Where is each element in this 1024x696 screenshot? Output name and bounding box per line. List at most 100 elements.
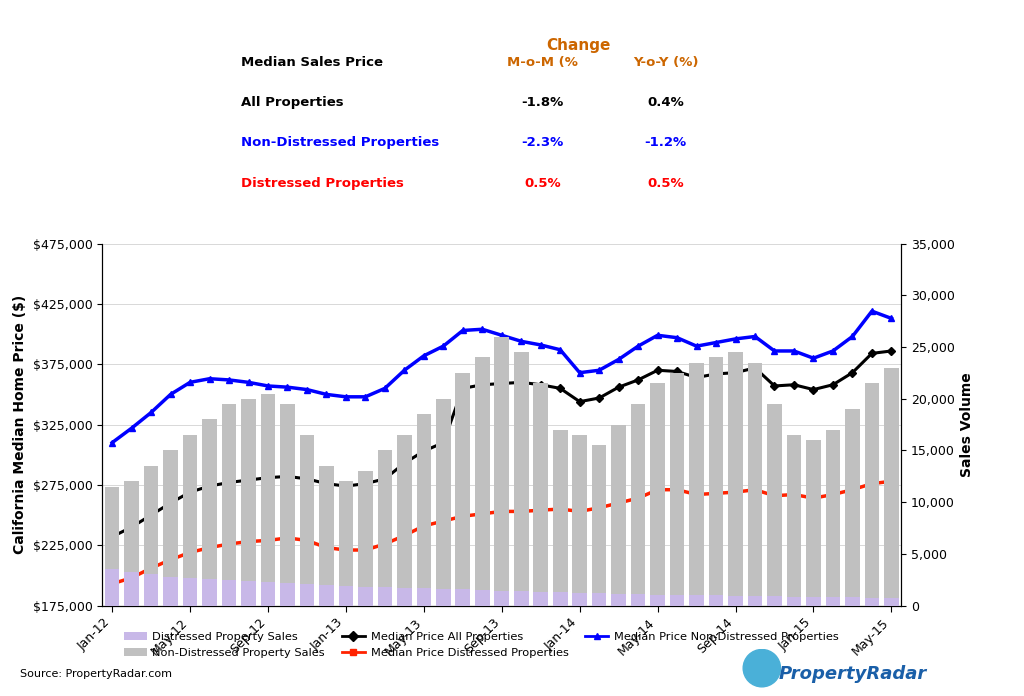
Bar bbox=[748, 596, 762, 606]
Median Price All Properties bbox=[340, 482, 352, 490]
Median Price Distressed Properties bbox=[379, 540, 391, 548]
Bar bbox=[689, 363, 703, 606]
Bar bbox=[300, 584, 314, 606]
Median Price Non-Distressed Properties bbox=[573, 368, 586, 377]
Median Price Non-Distressed Properties bbox=[749, 332, 761, 340]
Median Price All Properties bbox=[787, 381, 800, 389]
Median Price All Properties bbox=[418, 447, 430, 455]
Median Price Distressed Properties bbox=[457, 512, 469, 521]
Median Price Distressed Properties bbox=[515, 507, 527, 516]
Text: 0.5%: 0.5% bbox=[647, 177, 684, 190]
Median Price Distressed Properties bbox=[807, 494, 819, 503]
Median Price All Properties bbox=[457, 384, 469, 393]
Bar bbox=[806, 597, 821, 606]
Median Price Non-Distressed Properties bbox=[301, 386, 313, 394]
Bar bbox=[650, 594, 665, 606]
Bar bbox=[475, 357, 489, 606]
Bar bbox=[436, 399, 451, 606]
Median Price All Properties bbox=[243, 476, 255, 484]
Bar bbox=[728, 352, 742, 606]
Median Price Distressed Properties bbox=[593, 504, 605, 512]
Bar bbox=[203, 420, 217, 606]
Bar bbox=[767, 404, 781, 606]
Bar bbox=[242, 399, 256, 606]
Bar bbox=[163, 450, 178, 606]
Text: -2.3%: -2.3% bbox=[521, 136, 564, 150]
Median Price Non-Distressed Properties bbox=[729, 335, 741, 343]
Median Price Distressed Properties bbox=[865, 480, 878, 488]
Text: Non-Distressed Properties: Non-Distressed Properties bbox=[241, 136, 439, 150]
Median Price Distressed Properties bbox=[340, 546, 352, 554]
Text: 0.5%: 0.5% bbox=[524, 177, 561, 190]
Median Price Distressed Properties bbox=[729, 488, 741, 496]
Median Price All Properties bbox=[846, 368, 858, 377]
Median Price Distressed Properties bbox=[632, 494, 644, 503]
Median Price All Properties bbox=[398, 459, 411, 467]
Bar bbox=[124, 482, 139, 606]
Bar bbox=[319, 466, 334, 606]
Median Price Non-Distressed Properties bbox=[223, 376, 236, 384]
Bar bbox=[358, 471, 373, 606]
Bar bbox=[845, 597, 860, 606]
Median Price All Properties bbox=[749, 364, 761, 372]
Median Price All Properties bbox=[554, 384, 566, 393]
Median Price All Properties bbox=[651, 366, 664, 374]
Median Price All Properties bbox=[671, 367, 683, 376]
Bar bbox=[631, 404, 645, 606]
Bar bbox=[417, 588, 431, 606]
Median Price Distressed Properties bbox=[476, 509, 488, 518]
Median Price All Properties bbox=[223, 478, 236, 487]
Line: Median Price Distressed Properties: Median Price Distressed Properties bbox=[109, 478, 895, 587]
Bar bbox=[767, 596, 781, 606]
Median Price Non-Distressed Properties bbox=[787, 347, 800, 355]
Bar bbox=[884, 598, 899, 606]
Text: M-o-M (%: M-o-M (% bbox=[507, 56, 579, 69]
Median Price Distressed Properties bbox=[145, 564, 158, 572]
Median Price Non-Distressed Properties bbox=[632, 342, 644, 350]
Bar bbox=[281, 404, 295, 606]
Text: Median Sales Price: Median Sales Price bbox=[241, 56, 383, 69]
Median Price All Properties bbox=[710, 370, 722, 378]
Median Price Non-Distressed Properties bbox=[710, 338, 722, 347]
Median Price Non-Distressed Properties bbox=[145, 409, 158, 417]
Median Price Non-Distressed Properties bbox=[340, 393, 352, 401]
Median Price Distressed Properties bbox=[165, 555, 177, 564]
Median Price All Properties bbox=[496, 379, 508, 388]
Bar bbox=[222, 404, 237, 606]
Median Price Non-Distressed Properties bbox=[846, 332, 858, 340]
Median Price All Properties bbox=[106, 532, 119, 541]
Bar bbox=[261, 582, 275, 606]
Line: Median Price Non-Distressed Properties: Median Price Non-Distressed Properties bbox=[109, 308, 895, 446]
Bar bbox=[670, 373, 684, 606]
Bar bbox=[631, 594, 645, 606]
Median Price All Properties bbox=[321, 480, 333, 488]
Bar bbox=[339, 586, 353, 606]
Bar bbox=[845, 409, 860, 606]
Median Price Non-Distressed Properties bbox=[359, 393, 372, 401]
Median Price All Properties bbox=[476, 381, 488, 389]
Median Price Distressed Properties bbox=[204, 544, 216, 552]
Bar bbox=[358, 587, 373, 606]
Bar bbox=[143, 574, 159, 606]
Median Price All Properties bbox=[612, 383, 625, 391]
Bar bbox=[884, 367, 899, 606]
Median Price Distressed Properties bbox=[885, 477, 897, 485]
Median Price Distressed Properties bbox=[321, 544, 333, 552]
Bar bbox=[495, 590, 509, 606]
Bar bbox=[378, 587, 392, 606]
Median Price All Properties bbox=[262, 473, 274, 482]
Median Price Non-Distressed Properties bbox=[593, 366, 605, 374]
Median Price Distressed Properties bbox=[846, 486, 858, 494]
Median Price Distressed Properties bbox=[223, 540, 236, 548]
Bar bbox=[436, 589, 451, 606]
Bar bbox=[786, 596, 802, 606]
Median Price All Properties bbox=[437, 438, 450, 447]
Median Price Non-Distressed Properties bbox=[418, 351, 430, 360]
Median Price All Properties bbox=[826, 381, 839, 389]
Median Price All Properties bbox=[885, 347, 897, 355]
Bar bbox=[397, 435, 412, 606]
Median Price Distressed Properties bbox=[535, 506, 547, 514]
Median Price All Properties bbox=[165, 499, 177, 507]
Median Price Distressed Properties bbox=[359, 546, 372, 554]
Median Price Non-Distressed Properties bbox=[204, 374, 216, 383]
